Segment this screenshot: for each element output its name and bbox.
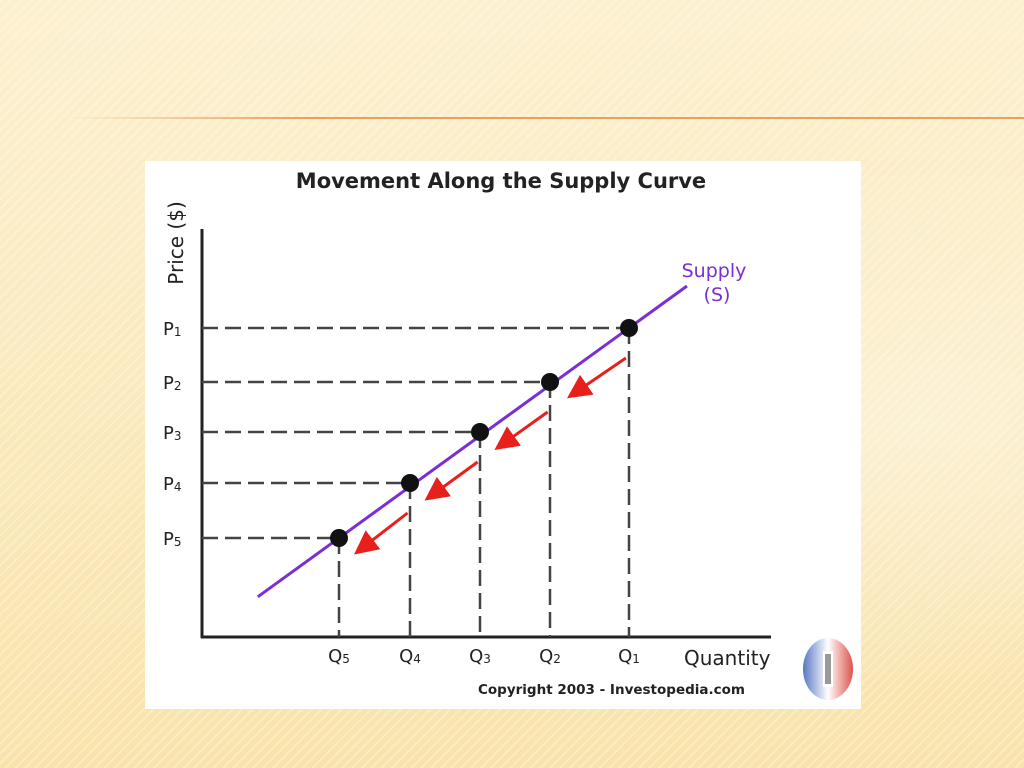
y-tick-p2: P2: [163, 373, 182, 394]
series-label: Supply (S): [682, 260, 753, 306]
movement-arrow-3: [424, 460, 479, 501]
series-label-line-1: Supply: [682, 260, 747, 282]
movement-arrows: [354, 356, 627, 555]
x-tick-labels: Q5 Q4 Q3 Q2 Q1: [328, 646, 640, 667]
supply-line: [256, 284, 688, 599]
movement-arrow-2: [494, 410, 549, 450]
x-tick-q4: Q4: [399, 646, 421, 667]
point-q4: [401, 474, 419, 492]
supply-chart-svg: Movement Along the Supply Curve Price ($…: [163, 169, 853, 700]
y-tick-p5: P5: [163, 529, 182, 550]
point-q1: [620, 319, 638, 337]
y-tick-p1: P1: [163, 319, 182, 340]
supply-chart: Movement Along the Supply Curve Price ($…: [145, 161, 861, 709]
data-points: [330, 319, 638, 547]
y-tick-p4: P4: [163, 474, 182, 495]
y-tick-labels: P1 P2 P3 P4 P5: [163, 319, 182, 550]
header-divider: [68, 117, 1024, 119]
point-q2: [541, 373, 559, 391]
investopedia-logo-icon: [803, 638, 853, 700]
series-label-line-2: (S): [704, 284, 731, 306]
movement-arrow-1: [566, 356, 627, 399]
y-axis-label: Price ($): [164, 201, 188, 284]
copyright-text: Copyright 2003 - Investopedia.com: [478, 682, 745, 698]
chart-title: Movement Along the Supply Curve: [296, 169, 706, 193]
guide-lines: [202, 326, 631, 637]
x-tick-q2: Q2: [539, 646, 561, 667]
point-q3: [471, 423, 489, 441]
point-q5: [330, 529, 348, 547]
supply-curve: [256, 284, 688, 599]
y-tick-p3: P3: [163, 423, 182, 444]
x-tick-q5: Q5: [328, 646, 350, 667]
movement-arrow-4: [354, 511, 409, 555]
x-tick-q3: Q3: [469, 646, 491, 667]
x-axis-label: Quantity: [684, 646, 771, 670]
x-tick-q1: Q1: [618, 646, 640, 667]
